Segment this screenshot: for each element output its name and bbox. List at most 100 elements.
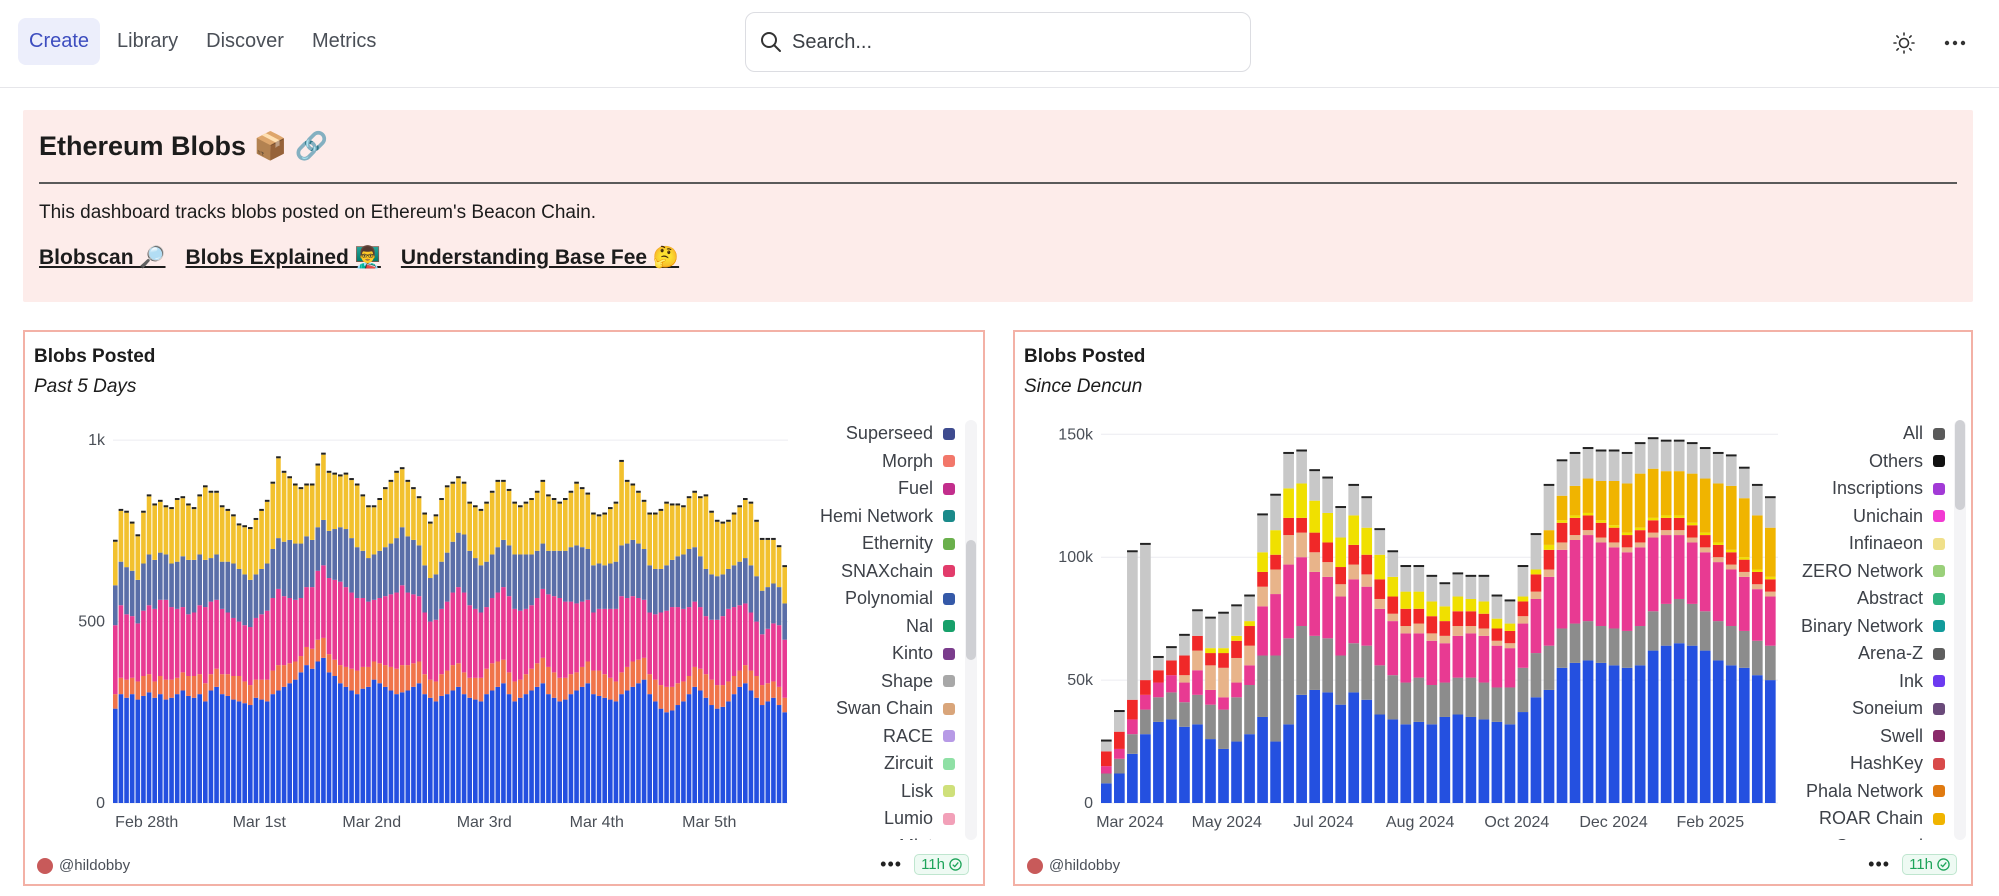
bar-segment[interactable] [771,583,776,624]
bar-segment[interactable] [489,492,495,555]
bar-segment[interactable] [1764,576,1776,580]
bar-segment[interactable] [281,686,287,803]
bar-segment[interactable] [264,501,270,564]
bar-segment[interactable] [1101,751,1112,767]
bar-segment[interactable] [236,568,242,622]
bar-segment[interactable] [568,694,574,803]
bar-segment[interactable] [1712,562,1724,622]
bar-segment[interactable] [529,554,534,606]
bar-segment[interactable] [653,614,658,680]
bar-segment[interactable] [231,617,236,676]
bar-segment[interactable] [557,677,562,702]
bar-segment[interactable] [1621,630,1633,668]
bar-segment[interactable] [113,708,118,803]
bar-segment[interactable] [669,505,675,560]
bar-segment[interactable] [349,592,354,669]
bar-segment[interactable] [608,509,613,564]
bar-segment[interactable] [748,503,754,566]
bar-segment[interactable] [664,610,669,687]
bar-segment[interactable] [1465,626,1477,634]
bar-segment[interactable] [1322,576,1334,639]
bar-segment[interactable] [163,599,169,680]
bar-segment[interactable] [439,695,444,803]
bar-segment[interactable] [1491,618,1503,629]
bar-segment[interactable] [1608,542,1620,548]
bar-segment[interactable] [388,543,394,595]
bar-segment[interactable] [624,666,630,691]
bar-segment[interactable] [259,510,264,569]
bar-segment[interactable] [563,677,568,700]
bar-segment[interactable] [1543,544,1555,550]
bar-segment[interactable] [630,596,636,662]
bar-segment[interactable] [225,695,231,803]
bar-segment[interactable] [551,550,557,597]
bar-segment[interactable] [1439,643,1451,683]
bar-segment[interactable] [203,559,208,608]
bar-segment[interactable] [765,628,771,684]
bar-segment[interactable] [405,690,411,803]
bar-segment[interactable] [518,697,523,803]
bar-segment[interactable] [602,674,607,698]
bar-segment[interactable] [1218,748,1229,803]
bar-segment[interactable] [1517,667,1529,713]
bar-segment[interactable] [1530,653,1542,698]
bar-segment[interactable] [1569,517,1581,536]
bar-segment[interactable] [343,587,349,667]
legend-item[interactable]: ZERO Network [1775,558,1945,586]
bar-segment[interactable] [765,539,771,588]
bar-segment[interactable] [399,665,405,693]
bar-segment[interactable] [231,699,236,803]
bar-segment[interactable] [473,608,478,678]
bar-segment[interactable] [1686,542,1698,604]
bar-segment[interactable] [1699,478,1711,533]
bar-segment[interactable] [1400,591,1412,609]
bar-segment[interactable] [709,619,714,680]
bar-segment[interactable] [1452,677,1464,715]
bar-segment[interactable] [501,659,506,684]
bar-segment[interactable] [546,550,551,595]
bar-segment[interactable] [585,661,591,684]
bar-segment[interactable] [270,549,276,598]
bar-segment[interactable] [720,616,726,686]
bar-segment[interactable] [1270,530,1281,555]
bar-segment[interactable] [658,510,664,569]
bar-segment[interactable] [1465,677,1477,717]
bar-segment[interactable] [1439,606,1451,622]
bar-segment[interactable] [1751,640,1763,676]
bar-segment[interactable] [1426,601,1438,617]
bar-segment[interactable] [394,538,399,593]
bar-segment[interactable] [771,623,776,682]
bar-segment[interactable] [1647,520,1659,533]
bar-segment[interactable] [720,574,726,617]
bar-segment[interactable] [354,597,360,671]
bar-segment[interactable] [1673,515,1685,518]
bar-segment[interactable] [304,646,309,666]
bar-segment[interactable] [1621,532,1633,536]
bar-segment[interactable] [287,539,292,598]
bar-segment[interactable] [1114,748,1125,759]
bar-segment[interactable] [1543,576,1555,646]
bar-segment[interactable] [428,697,433,803]
bar-segment[interactable] [321,637,326,658]
bar-segment[interactable] [287,683,292,803]
bar-segment[interactable] [197,674,202,695]
bar-segment[interactable] [276,588,281,666]
bar-segment[interactable] [1439,716,1451,803]
bar-segment[interactable] [675,505,681,557]
bar-segment[interactable] [506,694,512,803]
bar-segment[interactable] [1712,544,1724,558]
bar-segment[interactable] [191,559,197,613]
bar-segment[interactable] [703,697,709,803]
bar-segment[interactable] [1595,537,1607,543]
bar-segment[interactable] [506,490,512,546]
bar-segment[interactable] [557,701,562,803]
bar-segment[interactable] [1491,640,1503,646]
bar-segment[interactable] [473,558,478,609]
bar-segment[interactable] [1335,537,1347,568]
bar-segment[interactable] [332,529,337,580]
bar-segment[interactable] [731,676,737,695]
bar-segment[interactable] [1296,626,1307,695]
bar-segment[interactable] [540,657,546,684]
bar-segment[interactable] [698,607,703,669]
bar-segment[interactable] [236,676,242,702]
